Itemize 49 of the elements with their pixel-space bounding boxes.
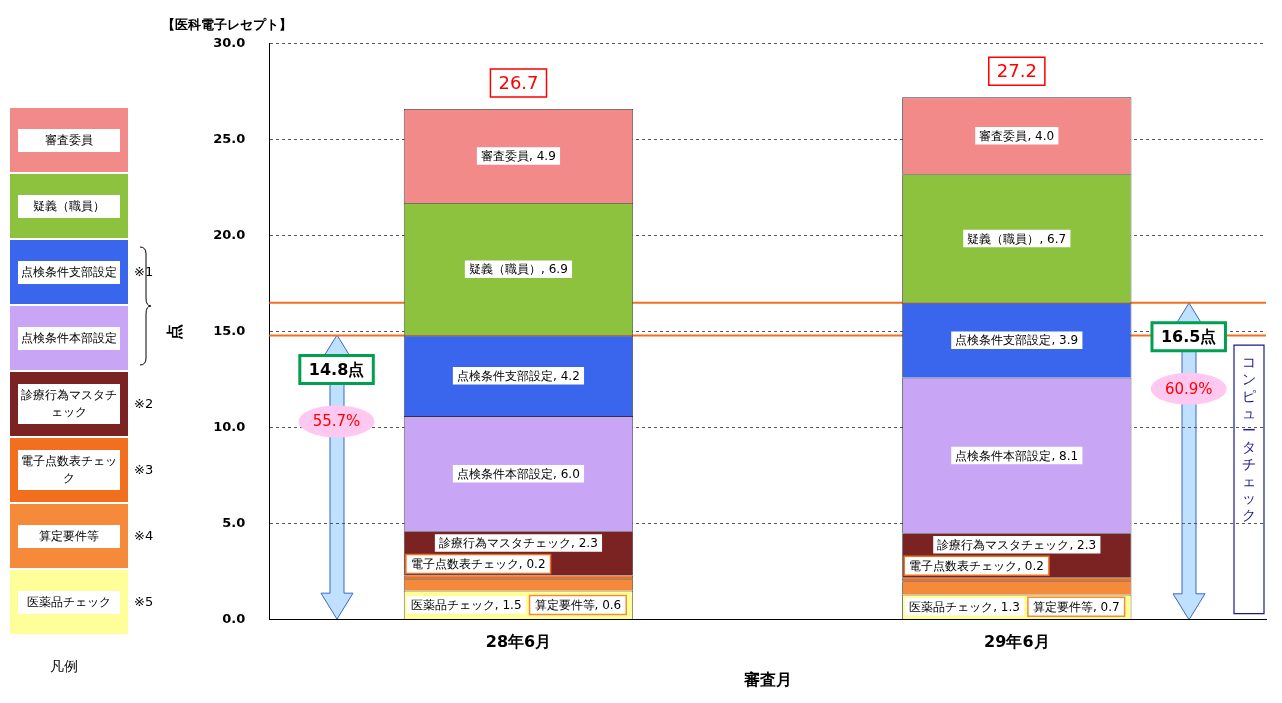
text: コンピュータチェック [1242,353,1256,523]
text: 点検条件支部設定 [17,259,121,285]
text: 凡例 [50,658,78,676]
data-label: 医薬品チェック, 1.3 [909,599,1020,614]
annotation: 55.7% [312,412,361,431]
data-label: 医薬品チェック, 1.5 [410,598,522,613]
y-tick-label: 10.0 [213,418,246,434]
y-tick-label: 0.0 [222,610,246,626]
total-label: 26.7 [498,71,539,93]
ref-line-label: 14.8点 [308,359,365,379]
x-axis-title: 審査月 [742,669,792,689]
y-tick-label: 30.0 [213,34,246,50]
data-label: 疑義（職員）, 6.9 [469,262,568,277]
y-tick-label: 5.0 [222,514,246,530]
y-tick-label: 20.0 [213,226,246,242]
data-label: 点検条件支部設定, 3.9 [955,333,1079,348]
data-label: 診療行為マスタチェック, 2.3 [937,537,1097,552]
annotation: 60.9% [1164,379,1213,398]
text: 算定要件等 [17,523,121,549]
x-tick-label: 28年6月 [485,632,552,652]
chart-title: 【医科電子レセプト】 [162,17,292,33]
data-label: 審査委員, 4.0 [979,128,1055,143]
data-label: 点検条件本部設定, 8.1 [955,448,1079,463]
text: 医薬品チェック [17,589,121,615]
data-label: 診療行為マスタチェック, 2.3 [439,536,598,551]
text: ※1 [134,264,154,279]
text: ※3 [134,462,154,477]
text: 診療行為マスタチェック [17,383,121,425]
data-label: 算定要件等, 0.7 [1032,599,1120,614]
text: ※4 [134,528,154,543]
text: 疑義（職員） [17,193,121,219]
data-label: 審査委員, 4.9 [481,149,556,164]
y-axis-title: 点 [164,323,184,340]
text: 審査委員 [17,127,121,153]
ref-line-label: 16.5点 [1160,326,1217,346]
data-label: 点検条件支部設定, 4.2 [457,368,580,383]
text: 電子点数表チェック [17,449,121,491]
data-label: 点検条件本部設定, 6.0 [457,466,580,481]
text: 点検条件本部設定 [17,325,121,351]
total-label: 27.2 [996,60,1037,82]
text: ※2 [134,396,154,411]
data-label: 算定要件等, 0.6 [534,598,622,613]
x-tick-label: 29年6月 [984,632,1050,652]
data-label: 疑義（職員）, 6.7 [967,231,1067,246]
y-tick-label: 25.0 [213,130,246,146]
text: ※5 [134,594,154,609]
data-label: 電子点数表チェック, 0.2 [909,558,1044,573]
data-label: 電子点数表チェック, 0.2 [410,557,546,572]
y-tick-label: 15.0 [213,322,246,338]
